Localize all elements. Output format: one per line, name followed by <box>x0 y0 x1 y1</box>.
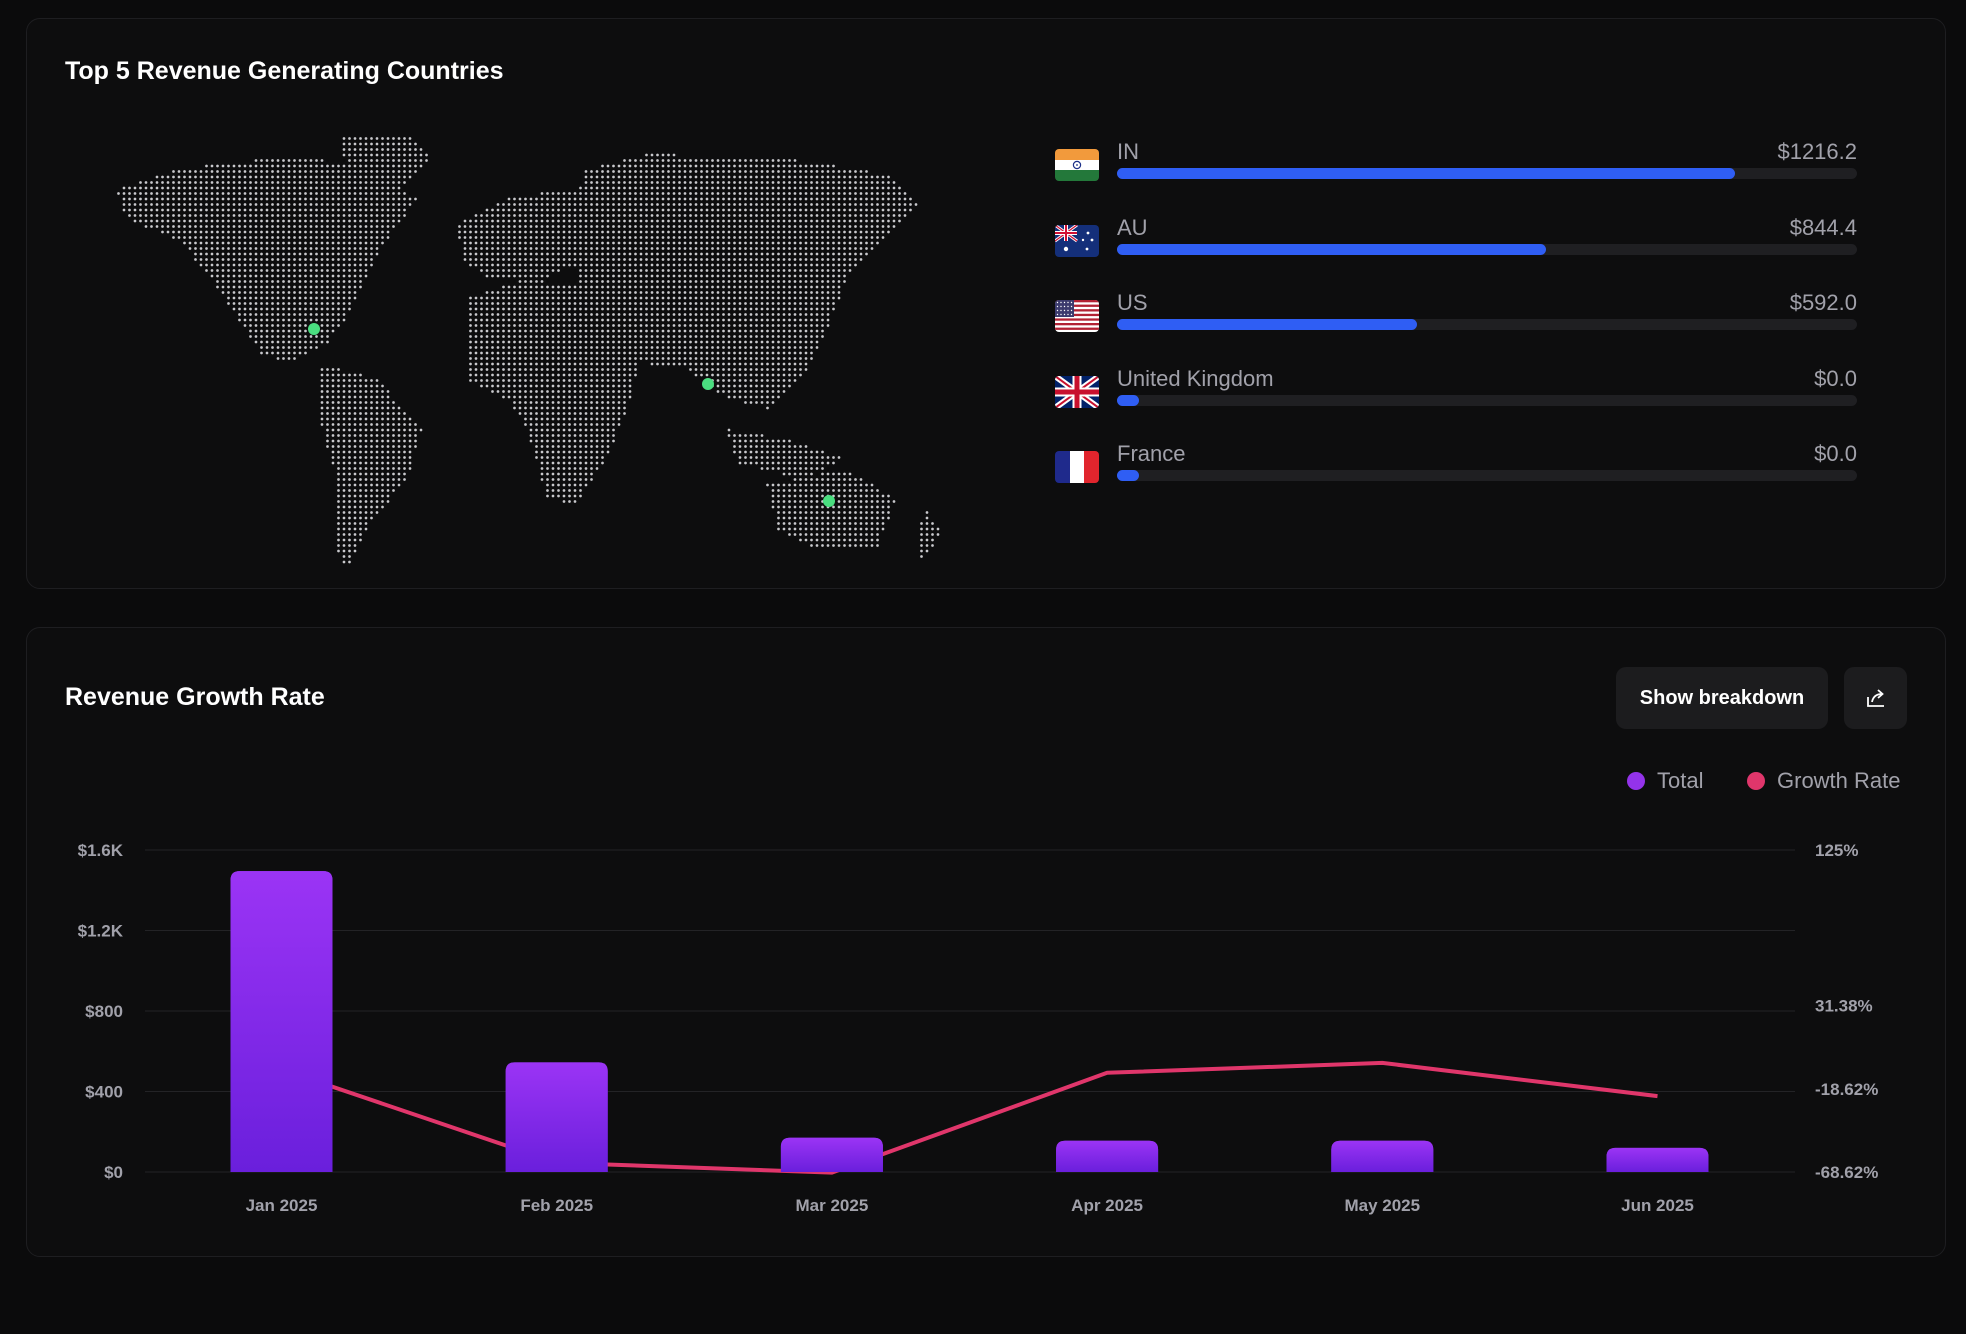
left-axis-tick: $400 <box>85 1083 123 1102</box>
share-icon <box>1866 689 1884 707</box>
show-breakdown-button[interactable]: Show breakdown <box>1616 667 1828 729</box>
bar-total-overlay <box>1331 1140 1434 1172</box>
country-value: $844.4 <box>1789 214 1857 240</box>
country-value: $592.0 <box>1789 290 1857 315</box>
world-map <box>117 137 940 564</box>
country-row-gb[interactable]: United Kingdom $0.0 <box>1055 366 1857 426</box>
bar-total-overlay <box>1056 1140 1159 1172</box>
map-dots <box>117 137 940 564</box>
country-value: $0.0 <box>1814 441 1857 466</box>
country-name: US <box>1117 290 1148 315</box>
country-row-au[interactable]: AU $844.4 <box>1055 215 1857 275</box>
country-row-us[interactable]: US $592.0 <box>1055 290 1857 350</box>
legend-growth-rate-dot <box>1747 772 1765 790</box>
right-axis-tick: -68.62% <box>1815 1163 1878 1182</box>
country-name: AU <box>1117 214 1148 240</box>
growth-rate-line <box>280 1060 1658 1175</box>
left-axis-tick: $800 <box>85 1002 123 1021</box>
countries-card-title: Top 5 Revenue Generating Countries <box>65 57 504 85</box>
legend-total-dot <box>1627 772 1645 790</box>
x-axis-tick: May 2025 <box>1344 1196 1420 1215</box>
right-axis-tick: -18.62% <box>1815 1080 1878 1099</box>
country-bar-track <box>1117 470 1857 481</box>
france-flag-icon <box>1055 451 1099 483</box>
growth-card-title: Revenue Growth Rate <box>65 683 325 711</box>
growth-card: Revenue Growth Rate Show breakdown Total… <box>26 627 1946 1257</box>
bar-total-overlay <box>230 871 333 1172</box>
uk-flag-icon <box>1055 375 1099 408</box>
legend-growth-rate[interactable]: Growth Rate <box>1747 768 1901 794</box>
x-axis-tick: Mar 2025 <box>796 1196 869 1215</box>
usa-flag-icon <box>1055 300 1099 332</box>
country-bar-track <box>1117 168 1857 179</box>
legend-total-label: Total <box>1657 768 1704 793</box>
x-axis-tick: Jan 2025 <box>246 1196 318 1215</box>
countries-card: Top 5 Revenue Generating Countries IN $12… <box>26 18 1946 589</box>
map-marker-in[interactable] <box>702 378 714 390</box>
x-axis-tick: Jun 2025 <box>1621 1196 1694 1215</box>
bar-total-overlay <box>505 1062 608 1172</box>
country-name: IN <box>1117 139 1139 164</box>
country-value: $1216.2 <box>1777 139 1857 164</box>
country-bar-fill <box>1117 168 1735 179</box>
country-bar-track <box>1117 243 1857 255</box>
map-marker-us[interactable] <box>308 323 320 335</box>
map-marker-au[interactable] <box>823 495 835 507</box>
country-bar-fill <box>1117 470 1140 481</box>
country-bar-track <box>1117 394 1857 406</box>
share-button[interactable] <box>1844 667 1907 729</box>
right-axis-tick: 125% <box>1815 841 1858 860</box>
bar-total-overlay <box>1606 1147 1709 1172</box>
india-flag-icon <box>1055 149 1099 181</box>
left-axis-tick: $1.6K <box>78 841 124 860</box>
country-name: United Kingdom <box>1117 365 1274 391</box>
right-axis-tick: 31.38% <box>1815 997 1873 1016</box>
left-axis-tick: $1.2K <box>78 922 124 941</box>
bar-total-overlay <box>780 1137 883 1172</box>
country-bar-fill <box>1117 243 1547 255</box>
country-row-fr[interactable]: France $0.0 <box>1055 441 1857 501</box>
left-axis-tick: $0 <box>104 1163 123 1182</box>
country-bar-fill <box>1117 394 1140 406</box>
country-bar-track <box>1117 319 1857 330</box>
x-axis-tick: Feb 2025 <box>520 1196 593 1215</box>
x-axis-tick: Apr 2025 <box>1071 1196 1143 1215</box>
country-row-in[interactable]: IN $1216.2 <box>1055 139 1857 199</box>
country-value: $0.0 <box>1814 365 1857 391</box>
country-name: France <box>1117 441 1186 466</box>
legend-total[interactable]: Total <box>1627 768 1703 794</box>
country-bar-fill <box>1117 319 1417 330</box>
legend-growth-rate-label: Growth Rate <box>1777 768 1901 793</box>
revenue-growth-chart: $0 $400 $800 $1.2K $1.6K -68.62% -18.62% 31.38%… <box>78 841 1879 1215</box>
australia-flag-icon <box>1055 224 1099 257</box>
